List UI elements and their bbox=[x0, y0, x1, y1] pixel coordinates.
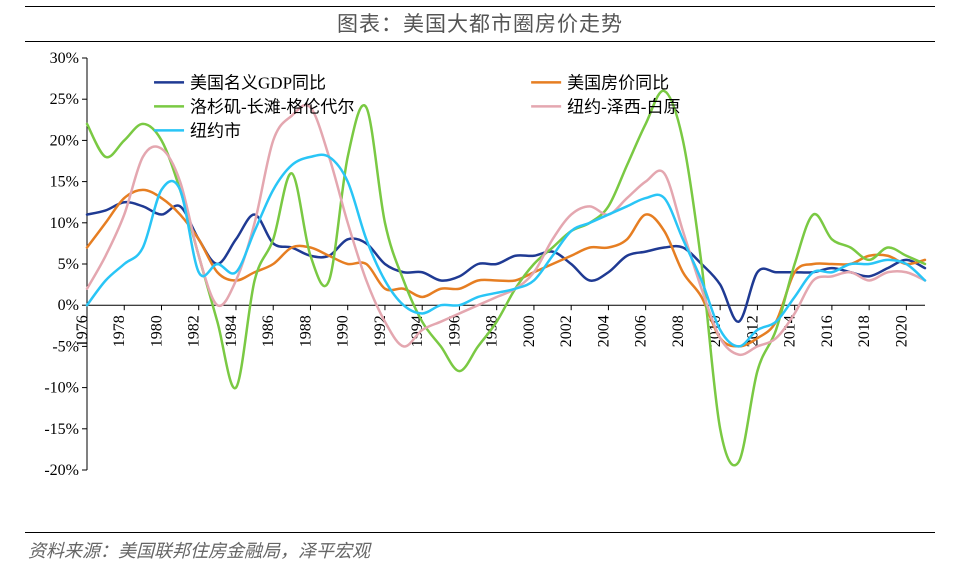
legend-label-ny_jersey: 纽约-泽西-白原 bbox=[567, 97, 680, 116]
svg-text:-10%: -10% bbox=[44, 380, 79, 397]
svg-text:15%: 15% bbox=[50, 174, 79, 191]
svg-text:25%: 25% bbox=[50, 91, 79, 108]
svg-text:1990: 1990 bbox=[335, 315, 352, 347]
svg-text:10%: 10% bbox=[50, 215, 79, 232]
legend-label-us_gdp: 美国名义GDP同比 bbox=[190, 73, 326, 92]
svg-text:2018: 2018 bbox=[856, 315, 873, 347]
chart-canvas: -20%-15%-10%-5%0%5%10%15%20%25%30%197619… bbox=[25, 48, 935, 530]
series-ny_jersey bbox=[87, 105, 925, 355]
svg-text:-15%: -15% bbox=[44, 421, 79, 438]
svg-text:1986: 1986 bbox=[260, 315, 277, 347]
svg-text:1992: 1992 bbox=[372, 315, 389, 347]
svg-text:1976: 1976 bbox=[74, 315, 91, 347]
svg-text:2006: 2006 bbox=[633, 315, 650, 347]
svg-text:2020: 2020 bbox=[893, 315, 910, 347]
legend-label-nyc: 纽约市 bbox=[190, 121, 241, 140]
svg-text:30%: 30% bbox=[50, 50, 79, 67]
svg-text:1978: 1978 bbox=[111, 315, 128, 347]
bottom-rule bbox=[25, 532, 935, 533]
source-text: 资料来源：美国联邦住房金融局，泽平宏观 bbox=[28, 537, 370, 563]
svg-text:1996: 1996 bbox=[446, 315, 463, 347]
svg-text:2002: 2002 bbox=[558, 315, 575, 347]
series-la bbox=[87, 91, 925, 466]
svg-text:2000: 2000 bbox=[521, 315, 538, 347]
svg-text:20%: 20% bbox=[50, 132, 79, 149]
svg-text:1980: 1980 bbox=[148, 315, 165, 347]
svg-text:2004: 2004 bbox=[595, 315, 612, 347]
legend-label-la: 洛杉矶-长滩-格伦代尔 bbox=[190, 97, 354, 116]
legend-label-us_hpi: 美国房价同比 bbox=[567, 73, 669, 92]
svg-text:5%: 5% bbox=[58, 256, 79, 273]
svg-text:2008: 2008 bbox=[670, 315, 687, 347]
chart-title: 图表：美国大都市圈房价走势 bbox=[25, 6, 935, 42]
svg-text:1982: 1982 bbox=[186, 315, 203, 347]
svg-text:1984: 1984 bbox=[223, 315, 240, 347]
svg-text:2016: 2016 bbox=[819, 315, 836, 347]
svg-text:-20%: -20% bbox=[44, 462, 79, 479]
svg-text:0%: 0% bbox=[58, 297, 79, 314]
svg-text:1988: 1988 bbox=[297, 315, 314, 347]
